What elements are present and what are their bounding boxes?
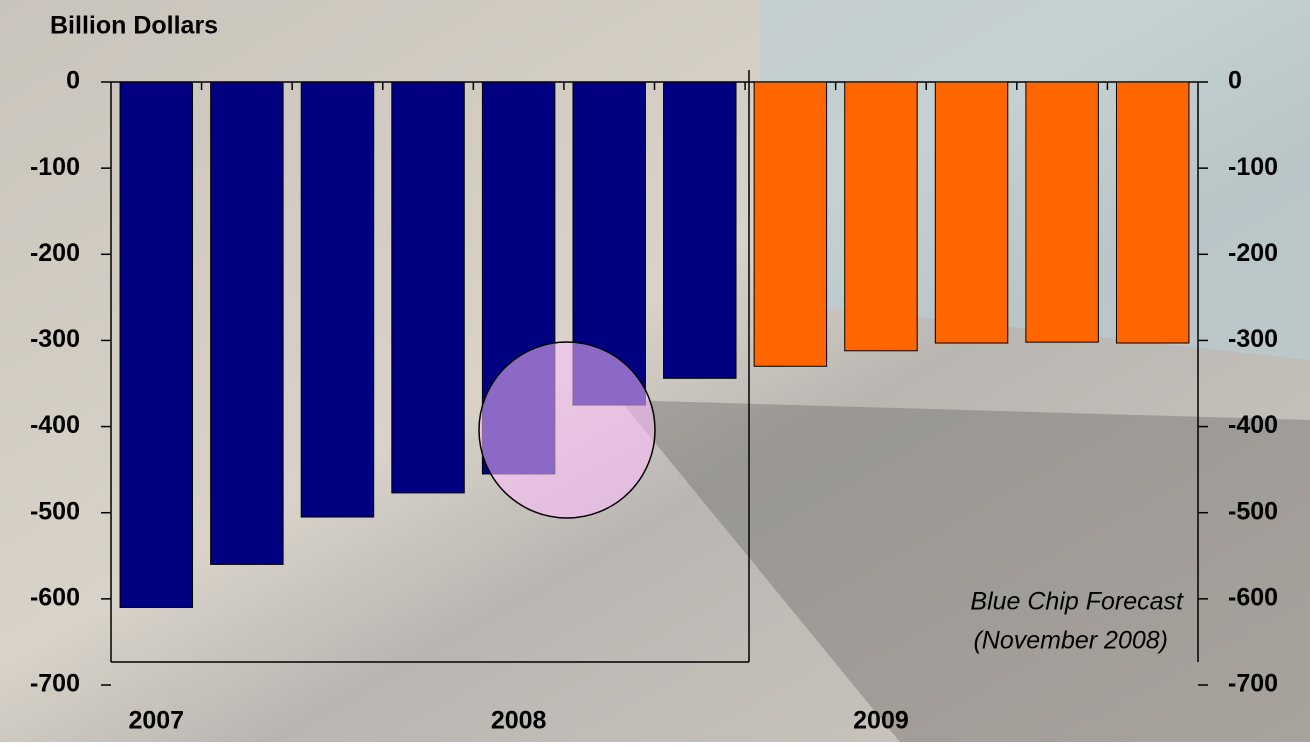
bar — [119, 81, 194, 608]
bar — [844, 81, 918, 352]
bar — [300, 81, 375, 518]
y-tick-label: -200 — [30, 239, 80, 267]
background-hull — [620, 400, 1310, 742]
y2-tick-label: -400 — [1228, 411, 1278, 439]
bar — [663, 81, 737, 379]
x-tick-label: 2007 — [128, 707, 184, 735]
x-tick-label: 2009 — [853, 707, 909, 735]
y2-tick-label: -200 — [1228, 239, 1278, 267]
y2-tick-label: -700 — [1228, 670, 1278, 698]
y2-tick-label: -500 — [1228, 497, 1278, 525]
y2-tick-label: 0 — [1228, 67, 1242, 95]
y-axis-title: Billion Dollars — [50, 12, 218, 40]
y2-tick-label: -300 — [1228, 325, 1278, 353]
bar — [1025, 81, 1099, 343]
magnifier — [478, 341, 656, 519]
bar — [391, 81, 465, 494]
y2-tick-label: -100 — [1228, 153, 1278, 181]
y-tick-label: -500 — [30, 497, 80, 525]
y-tick-label: -700 — [30, 670, 80, 698]
y-tick-label: -100 — [30, 153, 80, 181]
bar — [1115, 81, 1190, 344]
annotation: Blue Chip Forecast — [970, 588, 1184, 616]
y-tick-label: 0 — [66, 67, 80, 95]
y-tick-label: -400 — [30, 411, 80, 439]
bar — [753, 81, 828, 367]
y-tick-label: -300 — [30, 325, 80, 353]
annotation: (November 2008) — [973, 627, 1168, 655]
y-tick-label: -600 — [30, 583, 80, 611]
bar — [934, 81, 1009, 344]
x-tick-label: 2008 — [491, 707, 547, 735]
y2-tick-label: -600 — [1228, 583, 1278, 611]
bar — [210, 81, 284, 565]
